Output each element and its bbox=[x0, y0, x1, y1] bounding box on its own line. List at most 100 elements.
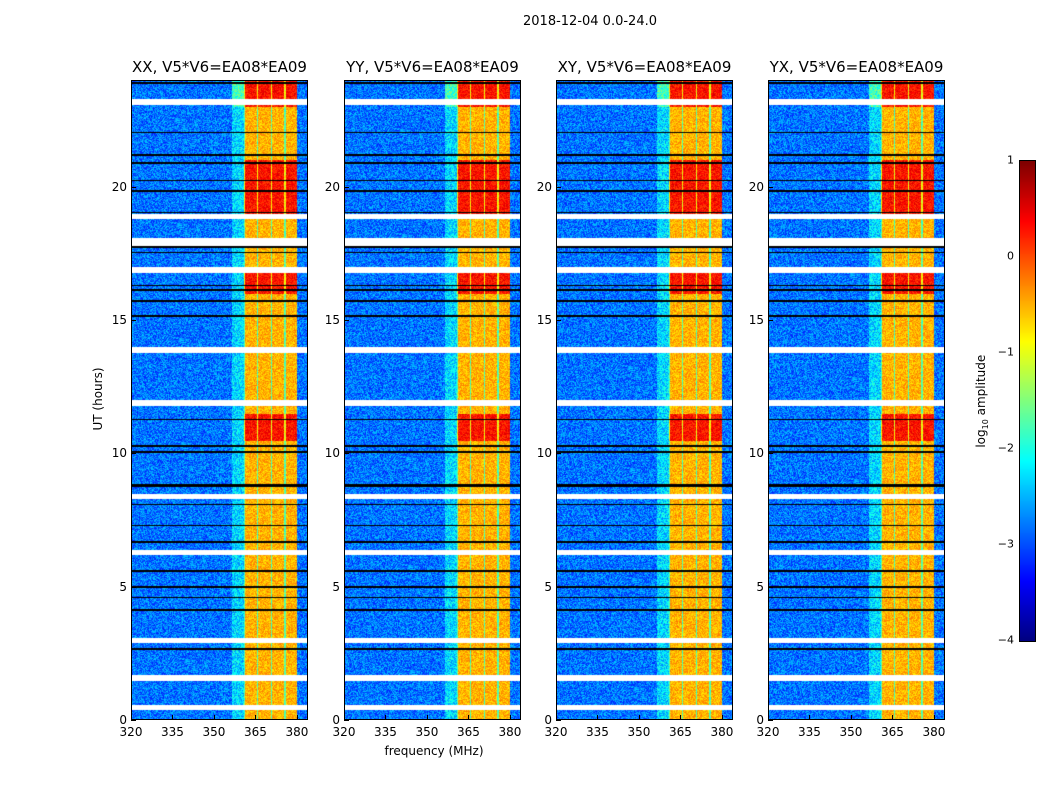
x-tick-mark bbox=[468, 715, 470, 720]
y-tick-mark bbox=[344, 186, 349, 188]
x-tick-label: 350 bbox=[415, 725, 439, 739]
y-tick-mark bbox=[344, 453, 349, 455]
x-tick-label: 365 bbox=[457, 725, 480, 739]
y-tick-mark bbox=[768, 720, 773, 721]
y-tick-mark bbox=[131, 320, 136, 321]
x-tick-label: 380 bbox=[922, 725, 946, 739]
x-tick-mark bbox=[255, 715, 257, 720]
x-tick-mark bbox=[385, 715, 387, 720]
x-tick-label: 320 bbox=[119, 725, 143, 739]
y-tick-mark bbox=[556, 586, 561, 588]
x-tick-label: 335 bbox=[161, 725, 184, 739]
x-tick-mark bbox=[850, 715, 852, 720]
y-tick-mark bbox=[768, 586, 773, 588]
y-tick-label: 20 bbox=[536, 179, 552, 194]
y-tick-mark bbox=[768, 453, 773, 455]
panel-xx: XX, V5*V6=EA08*EA09 320 335 350 365 380 0 5 10 15… bbox=[112, 58, 309, 739]
x-tick-mark bbox=[892, 715, 894, 720]
x-tick-mark bbox=[556, 715, 557, 720]
y-tick-label: 0 bbox=[332, 713, 340, 727]
panel-title: XY, V5*V6=EA08*EA09 bbox=[557, 58, 732, 76]
x-tick-label: 365 bbox=[244, 725, 267, 739]
heatmap-image bbox=[344, 80, 521, 720]
y-tick-label: 0 bbox=[119, 713, 127, 727]
y-tick-label: 5 bbox=[544, 579, 552, 594]
y-tick-label: 5 bbox=[332, 579, 340, 594]
y-tick-mark bbox=[344, 320, 349, 321]
x-tick-mark bbox=[509, 715, 511, 720]
panel-title: YY, V5*V6=EA08*EA09 bbox=[346, 58, 519, 76]
x-tick-mark bbox=[213, 715, 215, 720]
x-tick-mark bbox=[172, 715, 174, 720]
x-tick-label: 365 bbox=[881, 725, 904, 739]
y-tick-label: 15 bbox=[111, 313, 127, 327]
y-tick-label: 20 bbox=[111, 179, 127, 194]
x-tick-label: 380 bbox=[498, 725, 522, 739]
x-tick-mark bbox=[809, 715, 811, 720]
heatmap-image bbox=[768, 80, 945, 720]
panel-title: XX, V5*V6=EA08*EA09 bbox=[132, 58, 307, 76]
y-tick-label: 20 bbox=[324, 179, 340, 194]
y-tick-mark bbox=[556, 320, 561, 321]
y-tick-label: 10 bbox=[324, 446, 340, 461]
x-tick-label: 335 bbox=[374, 725, 397, 739]
x-tick-label: 350 bbox=[627, 725, 651, 739]
x-tick-mark bbox=[597, 715, 599, 720]
y-tick-label: 0 bbox=[544, 713, 552, 727]
colorbar-tick-label: −2 bbox=[997, 441, 1014, 455]
colorbar bbox=[1019, 160, 1036, 642]
y-tick-label: 5 bbox=[119, 579, 127, 594]
x-tick-label: 335 bbox=[586, 725, 609, 739]
x-tick-label: 320 bbox=[544, 725, 568, 739]
y-tick-mark bbox=[131, 720, 136, 721]
heatmap-image bbox=[131, 80, 308, 720]
y-tick-mark bbox=[131, 186, 136, 188]
y-tick-mark bbox=[131, 586, 136, 588]
y-tick-mark bbox=[556, 186, 561, 188]
colorbar-tick-label: 0 bbox=[1007, 249, 1014, 263]
x-tick-label: 320 bbox=[756, 725, 780, 739]
y-tick-mark bbox=[556, 720, 561, 721]
panel-title: YX, V5*V6=EA08*EA09 bbox=[769, 58, 944, 76]
colorbar-tick-label: −3 bbox=[997, 537, 1014, 551]
y-tick-label: 5 bbox=[756, 579, 764, 594]
y-tick-mark bbox=[344, 720, 349, 721]
panel-yx: YX, V5*V6=EA08*EA09 320 335 350 365 380 0 5 10 15… bbox=[749, 58, 946, 739]
y-tick-mark bbox=[768, 186, 773, 188]
figure-title: 2018-12-04 0.0-24.0 bbox=[523, 14, 657, 29]
x-tick-mark bbox=[638, 715, 640, 720]
x-tick-label: 365 bbox=[669, 725, 692, 739]
colorbar-label: log10 amplitude bbox=[973, 354, 991, 448]
x-tick-label: 320 bbox=[332, 725, 356, 739]
y-tick-label: 15 bbox=[324, 313, 340, 327]
y-tick-label: 0 bbox=[756, 713, 764, 727]
x-tick-mark bbox=[680, 715, 682, 720]
x-tick-label: 380 bbox=[710, 725, 734, 739]
x-tick-label: 335 bbox=[798, 725, 821, 739]
x-tick-mark bbox=[426, 715, 428, 720]
x-axis-label: frequency (MHz) bbox=[384, 744, 484, 758]
y-tick-mark bbox=[768, 320, 773, 321]
y-tick-label: 10 bbox=[748, 446, 764, 461]
panel-xy: XY, V5*V6=EA08*EA09 320 335 350 365 380 0 5 10 15… bbox=[537, 58, 734, 739]
y-axis-label: UT (hours) bbox=[91, 367, 105, 431]
y-tick-label: 15 bbox=[748, 313, 764, 327]
y-tick-label: 10 bbox=[536, 446, 552, 461]
colorbar-tick-label: −1 bbox=[997, 345, 1014, 359]
colorbar-tick-label: −4 bbox=[997, 633, 1014, 647]
x-tick-mark bbox=[933, 715, 935, 720]
x-tick-mark bbox=[768, 715, 769, 720]
y-tick-mark bbox=[556, 453, 561, 455]
x-tick-mark bbox=[131, 715, 132, 720]
y-tick-label: 10 bbox=[111, 446, 127, 461]
x-tick-label: 350 bbox=[839, 725, 863, 739]
panel-yy: YY, V5*V6=EA08*EA09 320 335 350 365 380 0 5 10 15… bbox=[325, 58, 522, 739]
heatmap-image bbox=[556, 80, 733, 720]
y-tick-label: 15 bbox=[536, 313, 552, 327]
x-tick-label: 350 bbox=[202, 725, 226, 739]
y-tick-mark bbox=[344, 586, 349, 588]
x-tick-label: 380 bbox=[285, 725, 309, 739]
y-tick-label: 20 bbox=[748, 179, 764, 194]
x-tick-mark bbox=[296, 715, 298, 720]
